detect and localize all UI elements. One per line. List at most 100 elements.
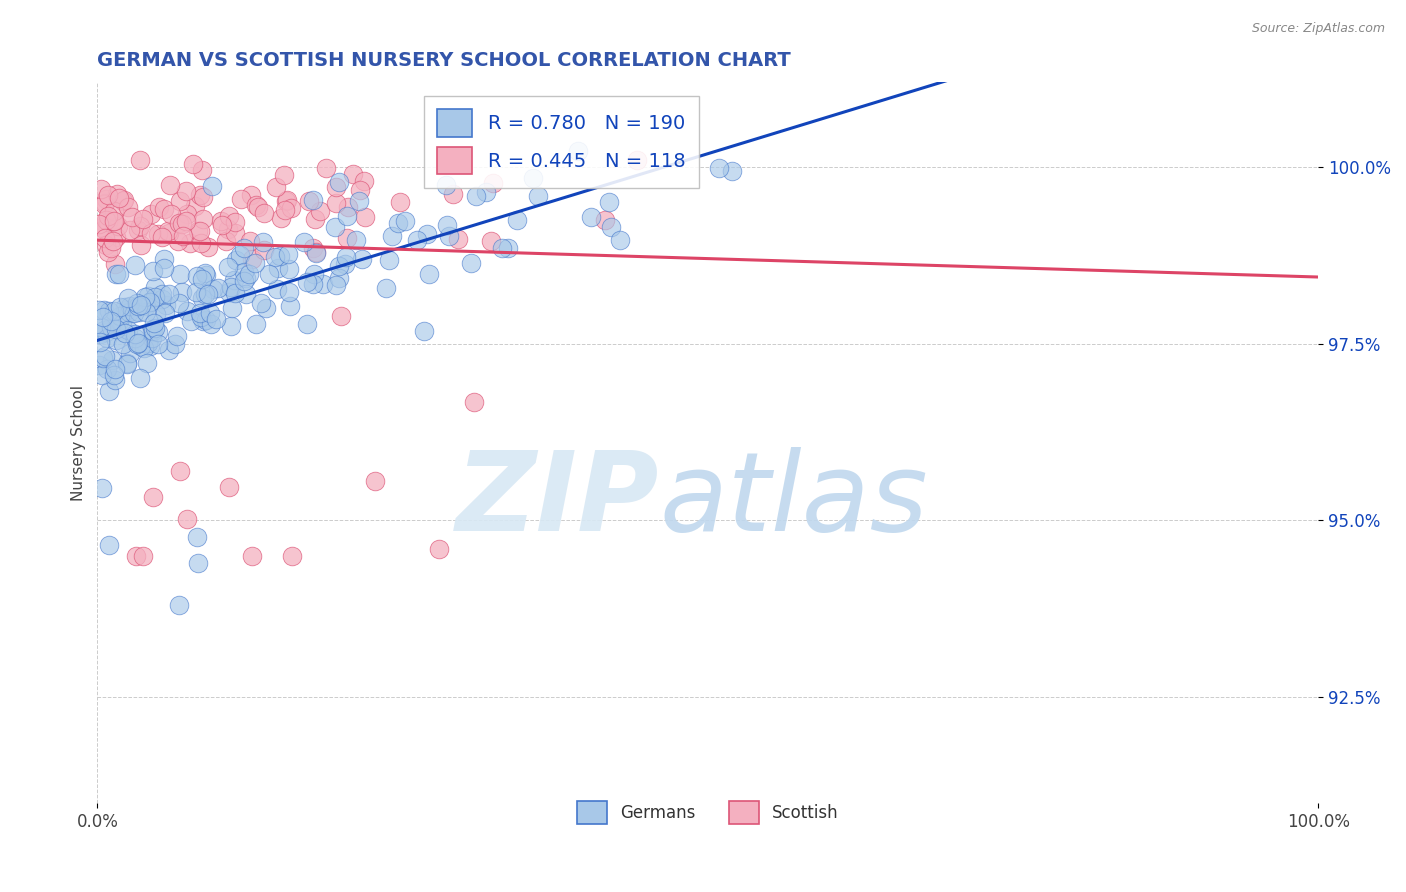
Point — [104, 362, 127, 376]
Point — [259, 267, 281, 281]
Point — [127, 336, 149, 351]
Point — [328, 174, 350, 188]
Point — [217, 260, 239, 274]
Point — [129, 298, 152, 312]
Point — [264, 180, 287, 194]
Point — [105, 229, 128, 244]
Point — [295, 317, 318, 331]
Point — [233, 241, 256, 255]
Point — [93, 310, 115, 325]
Point — [89, 334, 111, 349]
Point — [139, 339, 162, 353]
Point — [156, 224, 179, 238]
Text: ZIP: ZIP — [456, 447, 659, 554]
Point — [205, 312, 228, 326]
Point — [311, 277, 333, 291]
Point — [191, 314, 214, 328]
Point — [349, 183, 371, 197]
Point — [191, 163, 214, 178]
Point — [567, 145, 589, 159]
Point — [273, 168, 295, 182]
Point — [188, 306, 211, 320]
Point — [245, 256, 267, 270]
Point — [103, 303, 125, 318]
Point — [129, 339, 152, 353]
Point — [292, 235, 315, 249]
Point — [721, 164, 744, 178]
Point — [218, 209, 240, 223]
Point — [97, 304, 120, 318]
Point — [120, 223, 142, 237]
Point — [302, 193, 325, 207]
Point — [101, 234, 124, 248]
Point — [93, 197, 115, 211]
Point — [142, 264, 165, 278]
Point — [97, 245, 120, 260]
Point — [342, 167, 364, 181]
Point — [118, 299, 141, 313]
Point — [148, 200, 170, 214]
Point — [100, 319, 122, 334]
Point — [224, 215, 246, 229]
Point — [146, 326, 169, 340]
Point — [108, 314, 131, 328]
Point — [121, 211, 143, 225]
Point — [184, 199, 207, 213]
Point — [215, 234, 238, 248]
Point — [276, 193, 298, 207]
Point — [139, 295, 162, 310]
Point — [184, 285, 207, 299]
Point — [176, 304, 198, 318]
Point — [143, 320, 166, 334]
Point — [239, 234, 262, 248]
Point — [127, 299, 149, 313]
Point — [141, 323, 163, 337]
Point — [245, 317, 267, 331]
Point — [124, 326, 146, 341]
Point — [195, 268, 218, 282]
Point — [233, 265, 256, 279]
Point — [350, 252, 373, 266]
Point — [325, 278, 347, 293]
Point — [481, 234, 503, 248]
Point — [193, 287, 215, 301]
Text: GERMAN VS SCOTTISH NURSERY SCHOOL CORRELATION CHART: GERMAN VS SCOTTISH NURSERY SCHOOL CORREL… — [97, 51, 792, 70]
Point — [143, 280, 166, 294]
Point — [277, 262, 299, 277]
Point — [87, 358, 110, 372]
Point — [207, 281, 229, 295]
Point — [599, 219, 621, 234]
Point — [598, 194, 620, 209]
Point — [153, 306, 176, 320]
Point — [264, 250, 287, 264]
Point — [136, 289, 159, 303]
Point — [87, 303, 110, 318]
Point — [347, 194, 370, 208]
Point — [276, 194, 298, 209]
Point — [437, 229, 460, 244]
Point — [114, 326, 136, 341]
Point — [218, 480, 240, 494]
Point — [103, 368, 125, 383]
Point — [240, 252, 263, 266]
Point — [475, 185, 498, 199]
Point — [626, 153, 648, 167]
Point — [252, 235, 274, 249]
Point — [127, 223, 149, 237]
Point — [190, 235, 212, 250]
Point — [270, 211, 292, 226]
Point — [169, 267, 191, 281]
Point — [167, 296, 190, 310]
Point — [707, 161, 730, 176]
Point — [128, 219, 150, 234]
Point — [107, 219, 129, 233]
Point — [460, 255, 482, 269]
Point — [308, 203, 330, 218]
Point — [240, 549, 263, 563]
Point — [527, 189, 550, 203]
Point — [159, 343, 181, 357]
Point — [166, 328, 188, 343]
Point — [152, 261, 174, 276]
Point — [110, 300, 132, 314]
Point — [118, 345, 141, 359]
